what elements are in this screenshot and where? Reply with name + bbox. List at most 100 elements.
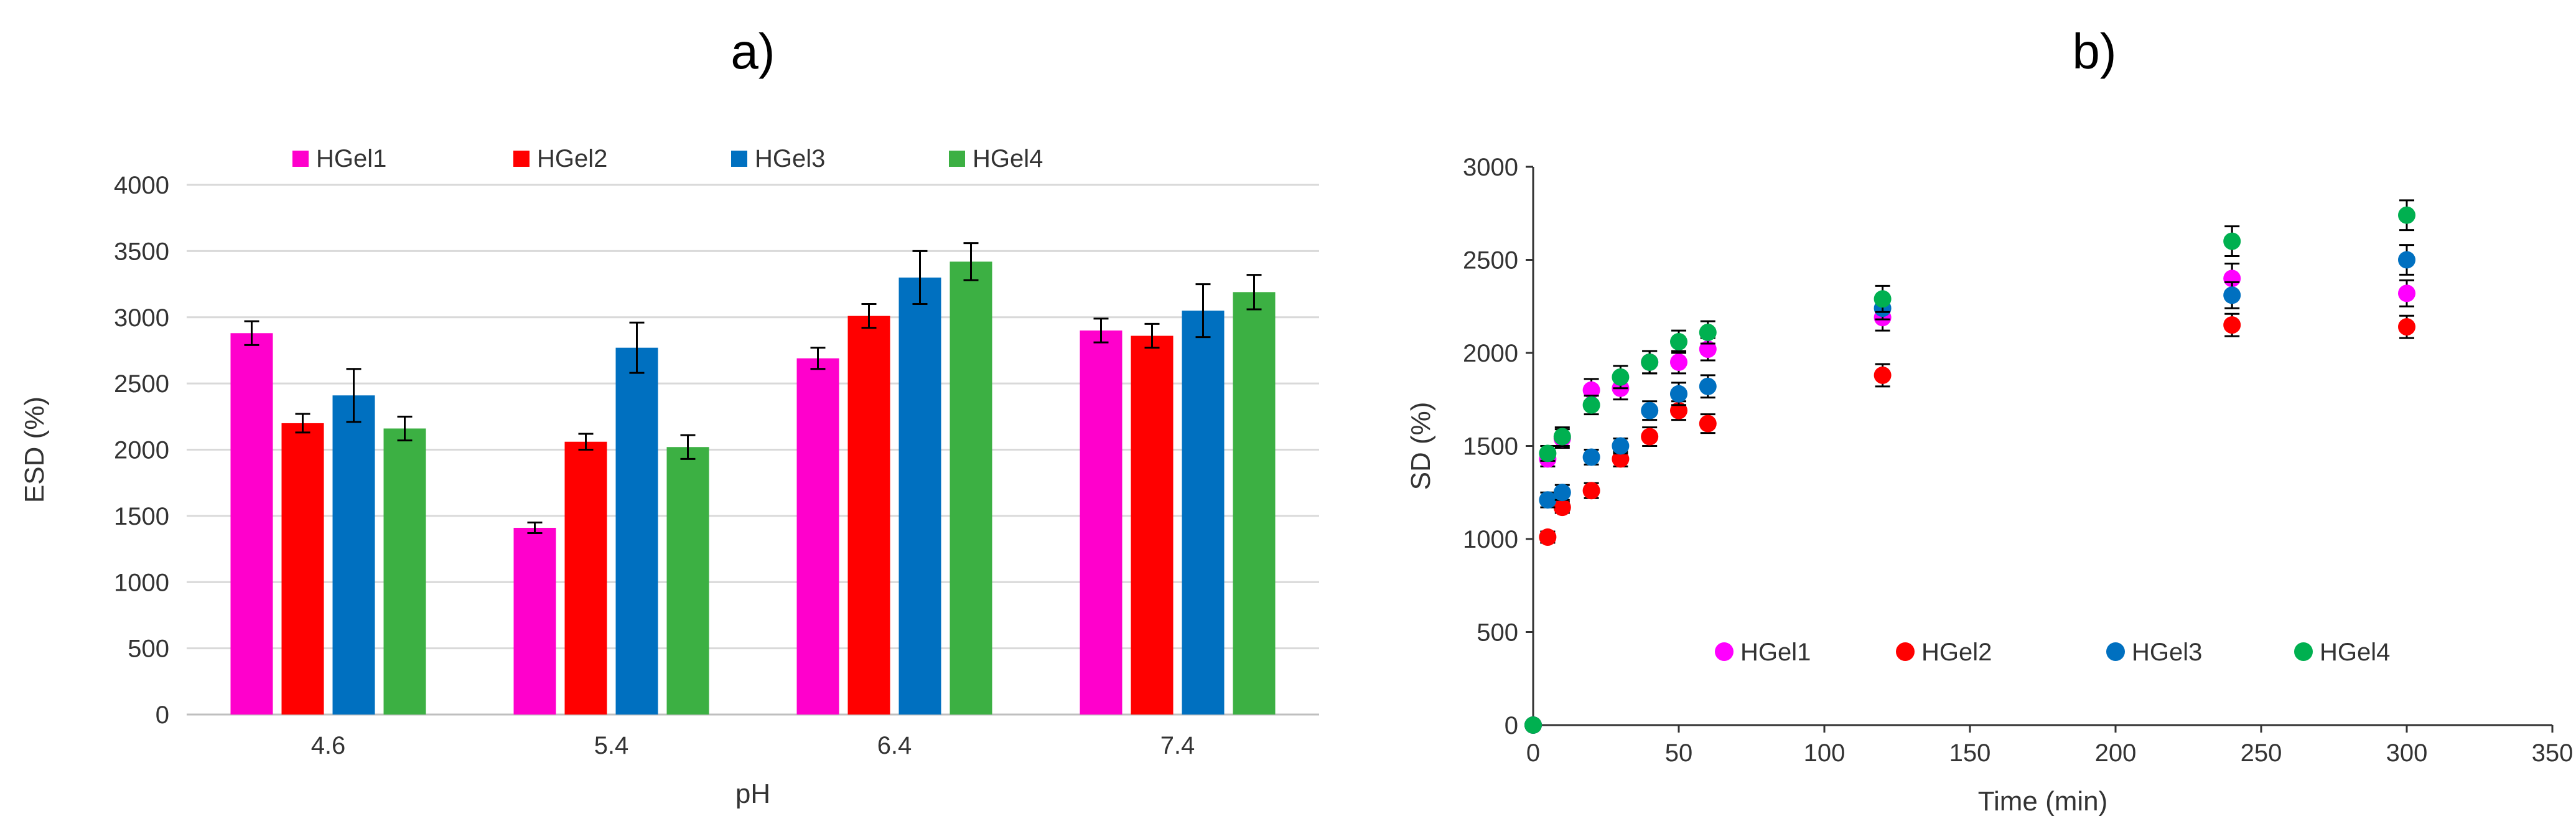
x-tick-label-a: 7.4	[1160, 732, 1195, 759]
legend-label-b-hgel1: HGel1	[1740, 639, 1811, 666]
y-tick-label-b: 2500	[1463, 247, 1518, 274]
legend-marker-hgel2	[1896, 642, 1915, 661]
point-hgel4	[2398, 206, 2415, 224]
point-hgel2	[1553, 499, 1571, 517]
bar-hgel4	[950, 261, 992, 715]
x-tick-label-b: 50	[1665, 739, 1693, 767]
point-hgel3	[2398, 251, 2415, 269]
series-hgel4	[1524, 199, 2415, 734]
legend-marker-hgel1	[1715, 642, 1734, 661]
point-hgel3	[1670, 385, 1687, 403]
point-hgel2	[1670, 401, 1687, 420]
x-tick-label-a: 5.4	[594, 732, 629, 759]
x-tick-label-b: 0	[1526, 739, 1540, 767]
y-tick-label-a: 3500	[114, 238, 169, 265]
legend-swatch-hgel3	[731, 151, 747, 167]
point-hgel3	[1641, 401, 1659, 420]
point-hgel2	[1612, 450, 1630, 468]
point-hgel3	[1699, 377, 1717, 395]
y-tick-label-a: 3000	[114, 304, 169, 332]
y-tick-label-a: 4000	[114, 172, 169, 199]
bar-hgel4	[666, 447, 709, 715]
y-tick-label-b: 1000	[1463, 526, 1518, 553]
bar-hgel3	[332, 395, 375, 715]
point-hgel3	[1582, 448, 1600, 466]
point-hgel4	[1553, 428, 1571, 446]
legend-marker-hgel4	[2294, 642, 2313, 661]
bar-hgel3	[615, 347, 658, 715]
point-hgel4	[1699, 324, 1717, 342]
bar-hgel2	[564, 441, 607, 715]
legend-marker-hgel3	[2106, 642, 2125, 661]
y-axis-title-a: ESD (%)	[19, 396, 50, 503]
y-tick-label-b: 1500	[1463, 433, 1518, 461]
bar-hgel4	[1233, 292, 1276, 715]
point-hgel1	[1699, 340, 1717, 359]
y-axis-title-b: SD (%)	[1406, 402, 1436, 490]
point-hgel3	[1539, 491, 1557, 509]
point-hgel1	[1670, 353, 1687, 371]
panel-a-label: a)	[730, 24, 775, 79]
point-hgel4	[1582, 396, 1600, 414]
point-hgel2	[2398, 318, 2415, 336]
y-tick-label-a: 500	[128, 635, 169, 663]
point-hgel4	[1641, 353, 1659, 371]
point-hgel3	[1553, 484, 1571, 502]
bar-hgel1	[796, 358, 839, 715]
legend-swatch-hgel1	[292, 151, 309, 167]
x-axis-title-a: pH	[735, 779, 770, 809]
x-tick-label-b: 200	[2095, 739, 2137, 767]
legend-swatch-hgel2	[513, 151, 530, 167]
x-tick-label-b: 150	[1949, 739, 1991, 767]
point-hgel4	[1524, 716, 1542, 734]
x-tick-label-b: 100	[1804, 739, 1846, 767]
bar-hgel2	[281, 423, 324, 715]
point-hgel2	[1539, 528, 1557, 546]
y-tick-label-b: 2000	[1463, 340, 1518, 367]
point-hgel4	[2223, 232, 2241, 250]
x-tick-label-b: 300	[2386, 739, 2428, 767]
legend-label-b-hgel3: HGel3	[2132, 639, 2202, 666]
point-hgel2	[1582, 482, 1600, 500]
y-tick-label-b: 500	[1477, 619, 1518, 647]
bar-hgel3	[898, 277, 941, 715]
legend-label-hgel1: HGel1	[316, 145, 386, 172]
bar-hgel4	[383, 428, 426, 715]
point-hgel2	[1874, 366, 1892, 384]
legend-label-hgel4: HGel4	[973, 145, 1043, 172]
point-hgel1	[1582, 381, 1600, 399]
bar-hgel1	[1080, 330, 1122, 715]
legend-label-b-hgel4: HGel4	[2320, 639, 2390, 666]
y-tick-label-a: 2000	[114, 437, 169, 464]
point-hgel4	[1670, 333, 1687, 351]
bar-hgel3	[1182, 311, 1225, 715]
series-hgel2	[1524, 312, 2415, 734]
point-hgel4	[1874, 290, 1892, 308]
bar-hgel2	[847, 316, 890, 715]
y-tick-label-a: 2500	[114, 370, 169, 398]
y-tick-label-b: 0	[1505, 712, 1518, 739]
point-hgel4	[1612, 368, 1630, 386]
point-hgel2	[1699, 415, 1717, 433]
point-hgel4	[1539, 444, 1557, 462]
x-tick-label-a: 6.4	[877, 732, 912, 759]
legend-label-hgel3: HGel3	[755, 145, 825, 172]
y-tick-label-a: 1000	[114, 569, 169, 596]
point-hgel3	[1612, 437, 1630, 455]
legend-label-hgel2: HGel2	[537, 145, 607, 172]
bar-hgel2	[1131, 335, 1174, 715]
legend-swatch-hgel4	[949, 151, 965, 167]
y-tick-label-a: 1500	[114, 503, 169, 530]
x-axis-title-b: Time (min)	[1978, 786, 2108, 817]
bar-hgel1	[230, 333, 273, 715]
x-tick-label-b: 350	[2532, 739, 2574, 767]
panel-b-label: b)	[2072, 24, 2116, 79]
bar-hgel1	[513, 528, 556, 715]
point-hgel2	[2223, 316, 2241, 334]
x-tick-label-b: 250	[2241, 739, 2282, 767]
point-hgel3	[2223, 286, 2241, 304]
point-hgel2	[1641, 428, 1659, 446]
y-tick-label-a: 0	[156, 701, 169, 729]
point-hgel1	[2398, 284, 2415, 302]
